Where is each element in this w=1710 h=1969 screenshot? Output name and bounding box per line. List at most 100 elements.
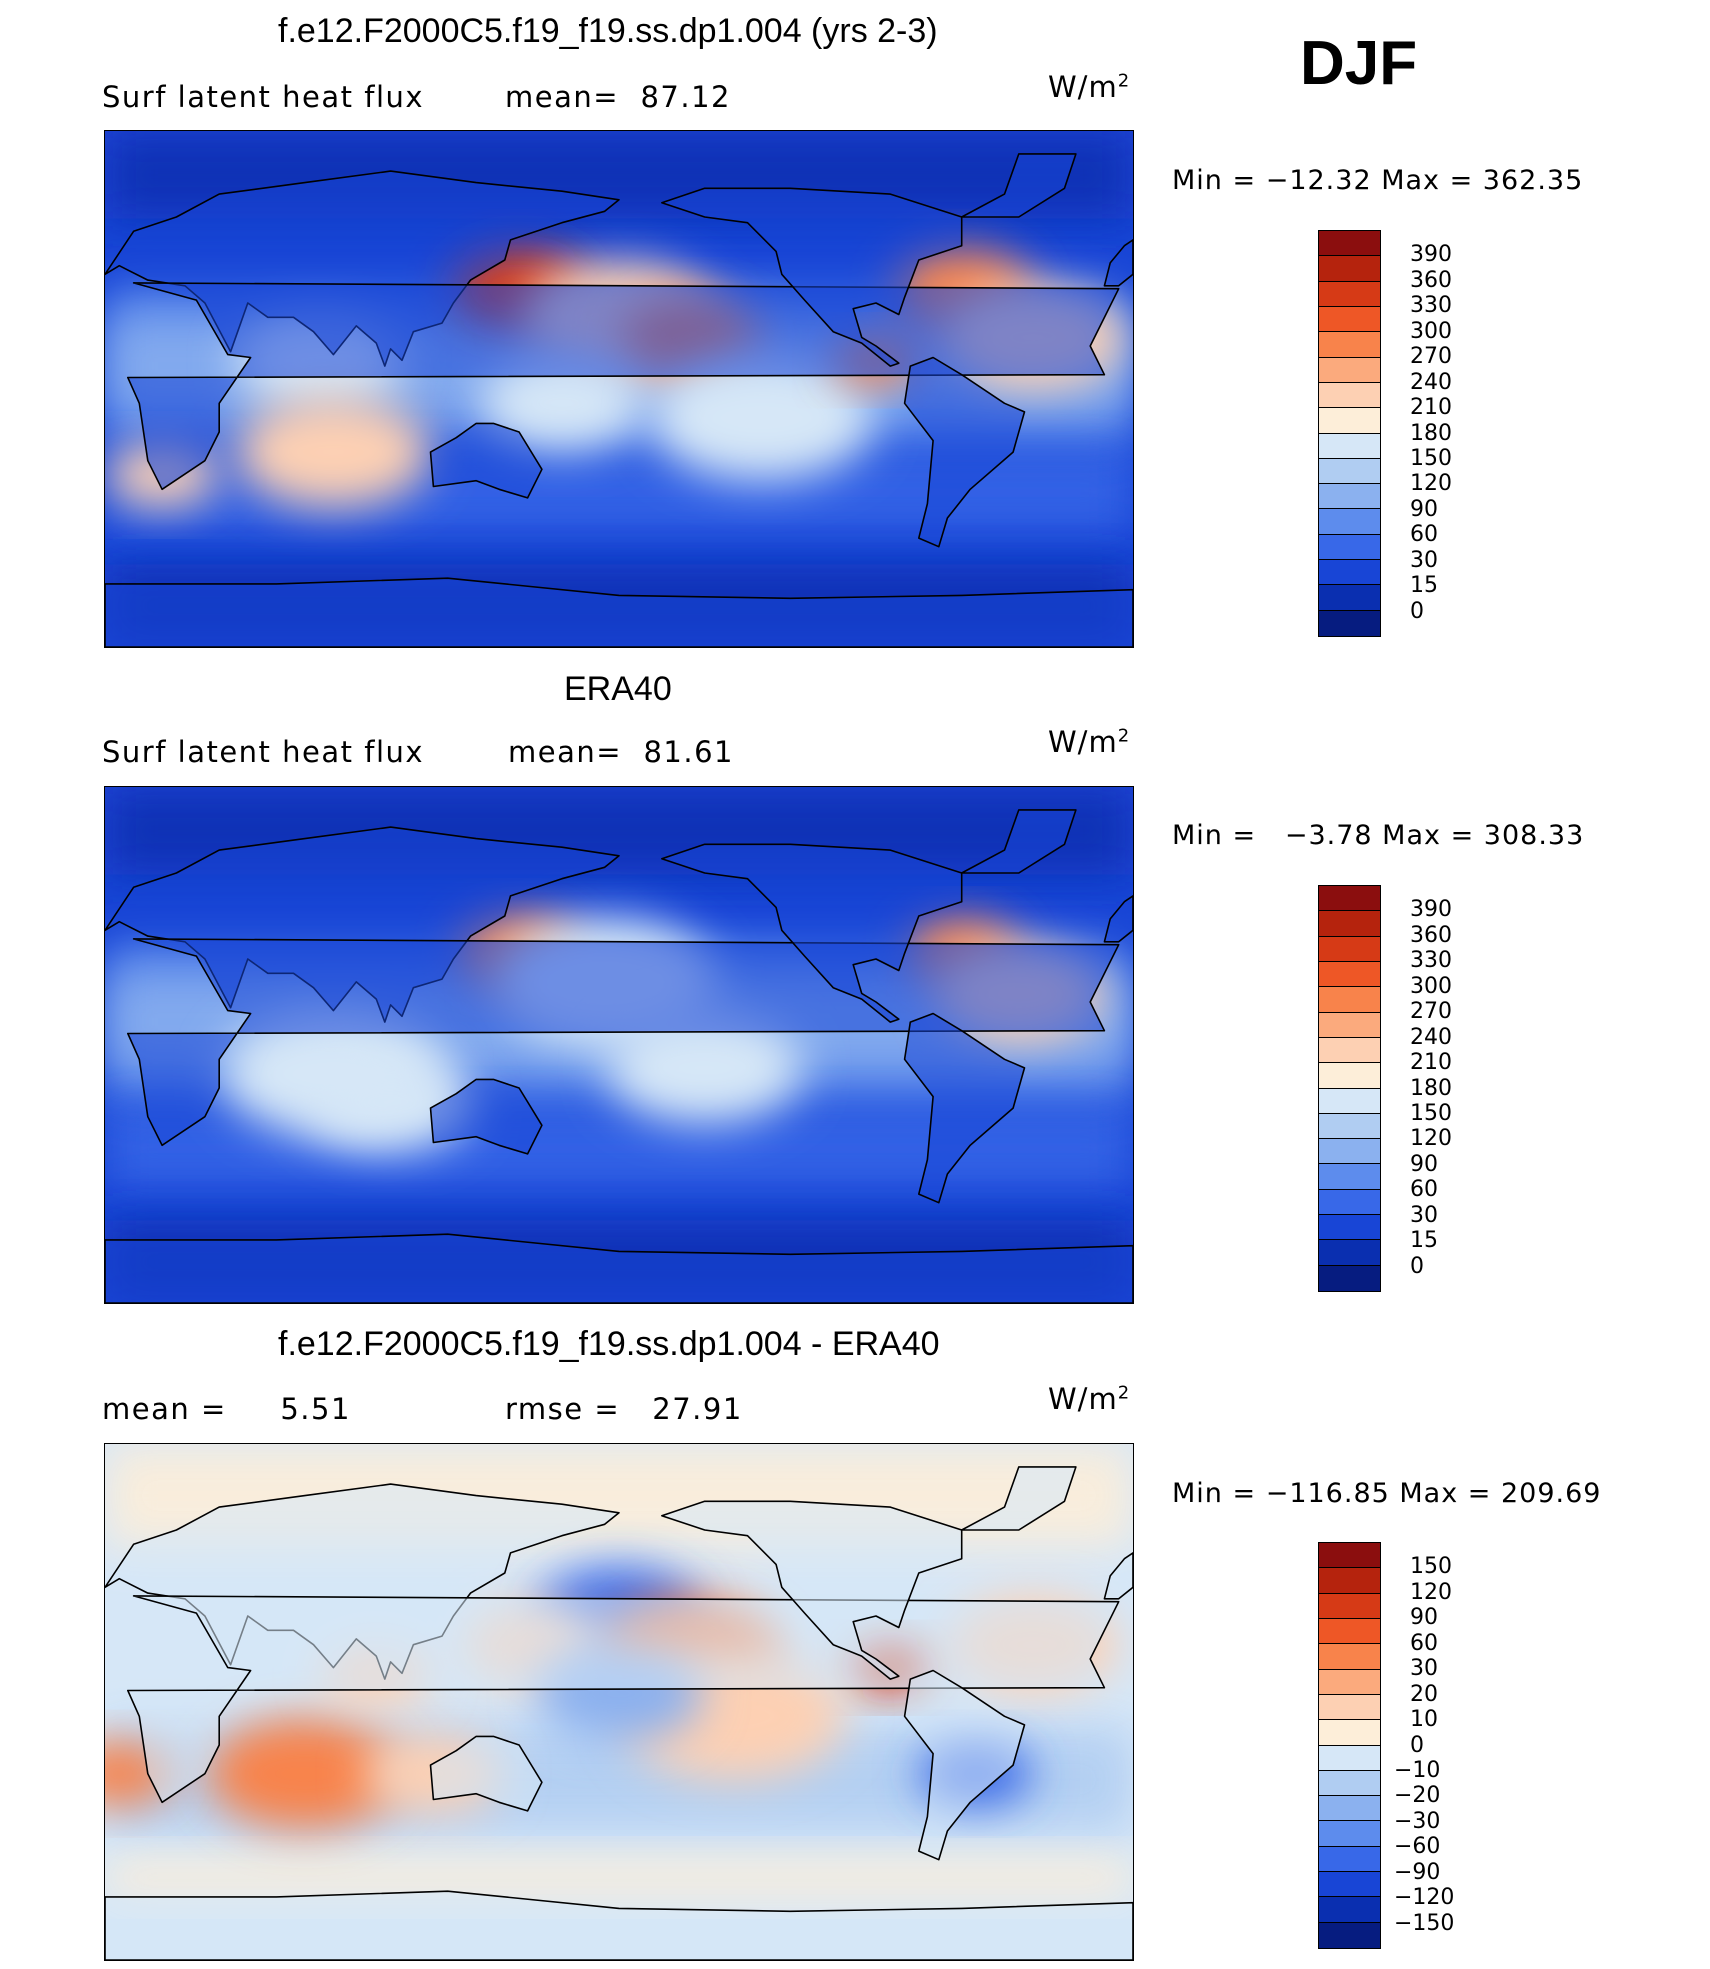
colorbar-tick-label: 210 bbox=[1410, 1050, 1452, 1076]
coastline bbox=[960, 809, 1077, 874]
colorbar-tick-label: 150 bbox=[1410, 445, 1452, 471]
colorbar-swatch bbox=[1319, 610, 1380, 636]
colorbar-swatch bbox=[1319, 357, 1380, 383]
colorbar-tick-label: 150 bbox=[1410, 1554, 1452, 1580]
coastline bbox=[429, 1735, 543, 1812]
colorbar-swatch bbox=[1319, 231, 1380, 257]
colorbar-labels-diff: 150 120 90 60 30 20 10 0 −10 −20 −30 −60 −90 −120 −150 bbox=[1394, 1542, 1514, 1949]
coastline bbox=[903, 356, 1026, 548]
panel-variable-label-obs: Surf latent heat flux bbox=[102, 735, 425, 769]
colorbar-swatch bbox=[1319, 1897, 1380, 1923]
colorbar-swatch bbox=[1319, 1088, 1380, 1114]
colorbar-tick-label: 0 bbox=[1410, 598, 1424, 624]
colorbar-swatch bbox=[1319, 306, 1380, 333]
colorbar-tick-label: 150 bbox=[1410, 1100, 1452, 1126]
colorbar-tick-label: 60 bbox=[1410, 1630, 1438, 1656]
map-obs bbox=[104, 786, 1134, 1304]
coastline bbox=[660, 1500, 963, 1680]
colorbar-swatch bbox=[1319, 1846, 1380, 1873]
map-canvas bbox=[105, 1444, 1133, 1960]
colorbar-tick-label: 0 bbox=[1410, 1253, 1424, 1279]
field-anomaly bbox=[649, 353, 874, 482]
coastline bbox=[126, 938, 1120, 1147]
colorbar-swatch bbox=[1319, 1922, 1380, 1948]
colorbar-swatch bbox=[1319, 1037, 1380, 1064]
colorbar-swatch bbox=[1319, 936, 1380, 962]
colorbar-tick-label: −30 bbox=[1394, 1808, 1441, 1834]
colorbar-swatch bbox=[1319, 1164, 1380, 1190]
colorbar-tick-label: −120 bbox=[1394, 1885, 1455, 1911]
panel-units-diff: W/m2 bbox=[1048, 1382, 1131, 1416]
field-anomaly bbox=[235, 396, 432, 509]
colorbar-swatch bbox=[1319, 484, 1380, 510]
coastline bbox=[960, 1466, 1077, 1531]
coastline bbox=[903, 1012, 1026, 1204]
coastline bbox=[105, 1233, 1133, 1303]
map-canvas bbox=[105, 787, 1133, 1303]
colorbar-tick-label: 330 bbox=[1410, 948, 1452, 974]
coastline bbox=[1103, 895, 1133, 943]
field-band bbox=[105, 1856, 1133, 1899]
colorbar-tick-label: 180 bbox=[1410, 420, 1452, 446]
colorbar-swatch bbox=[1319, 1063, 1380, 1089]
colorbar-tick-label: 120 bbox=[1410, 1579, 1452, 1605]
coastline bbox=[126, 282, 1120, 491]
colorbar-swatch bbox=[1319, 560, 1380, 586]
field-anomaly bbox=[606, 1011, 803, 1124]
colorbar-tick-label: −10 bbox=[1394, 1757, 1441, 1783]
panel-title-model: f.e12.F2000C5.f19_f19.ss.dp1.004 (yrs 2-… bbox=[278, 12, 938, 50]
coastline bbox=[660, 187, 963, 367]
coastline bbox=[429, 422, 543, 499]
colorbar-swatch bbox=[1319, 961, 1380, 988]
colorbar-diff bbox=[1318, 1542, 1381, 1949]
colorbar-swatch bbox=[1319, 1215, 1380, 1241]
colorbar-swatch bbox=[1319, 1240, 1380, 1266]
colorbar-tick-label: 390 bbox=[1410, 242, 1452, 268]
colorbar-tick-label: 20 bbox=[1410, 1681, 1438, 1707]
colorbar-swatch bbox=[1319, 1593, 1380, 1619]
colorbar-swatch bbox=[1319, 1796, 1380, 1822]
coastline bbox=[960, 153, 1077, 218]
panel-mean-label-model: mean= 87.12 bbox=[505, 80, 731, 114]
colorbar-swatch bbox=[1319, 585, 1380, 611]
colorbar-swatch bbox=[1319, 1618, 1380, 1645]
colorbar-swatch bbox=[1319, 987, 1380, 1013]
colorbar-tick-label: 15 bbox=[1410, 573, 1438, 599]
colorbar-tick-label: 330 bbox=[1410, 293, 1452, 319]
colorbar-model bbox=[1318, 230, 1381, 637]
panel-variable-label-model: Surf latent heat flux bbox=[102, 80, 425, 114]
panel-minmax-diff: Min = −116.85 Max = 209.69 bbox=[1172, 1478, 1602, 1509]
colorbar-swatch bbox=[1319, 1720, 1380, 1746]
map-diff bbox=[104, 1443, 1134, 1961]
colorbar-swatch bbox=[1319, 1669, 1380, 1695]
panel-mean-label-obs: mean= 81.61 bbox=[508, 735, 734, 769]
colorbar-swatch bbox=[1319, 458, 1380, 485]
colorbar-tick-label: 180 bbox=[1410, 1075, 1452, 1101]
colorbar-tick-label: 120 bbox=[1410, 471, 1452, 497]
map-model bbox=[104, 130, 1134, 648]
colorbar-tick-label: 360 bbox=[1410, 922, 1452, 948]
colorbar-tick-label: 60 bbox=[1410, 522, 1438, 548]
colorbar-tick-label: 300 bbox=[1410, 973, 1452, 999]
colorbar-tick-label: 240 bbox=[1410, 369, 1452, 395]
colorbar-tick-label: 30 bbox=[1410, 1202, 1438, 1228]
colorbar-swatch bbox=[1319, 332, 1380, 358]
colorbar-swatch bbox=[1319, 1543, 1380, 1569]
panel-title-diff: f.e12.F2000C5.f19_f19.ss.dp1.004 - ERA40 bbox=[278, 1325, 940, 1363]
panel-title-obs: ERA40 bbox=[564, 670, 672, 708]
colorbar-tick-label: 120 bbox=[1410, 1126, 1452, 1152]
coastline bbox=[1103, 1552, 1133, 1600]
colorbar-tick-label: 90 bbox=[1410, 496, 1438, 522]
colorbar-swatch bbox=[1319, 1012, 1380, 1038]
colorbar-tick-label: 270 bbox=[1410, 344, 1452, 370]
colorbar-labels-model: 390 360 330 300 270 240 210 180 150 120 90 60 30 15 0 bbox=[1394, 230, 1514, 637]
coastline bbox=[105, 577, 1133, 647]
colorbar-swatch bbox=[1319, 911, 1380, 937]
colorbar-swatch bbox=[1319, 382, 1380, 409]
coastline bbox=[903, 1669, 1026, 1861]
colorbar-swatch bbox=[1319, 1821, 1380, 1847]
colorbar-swatch bbox=[1319, 281, 1380, 307]
map-canvas bbox=[105, 131, 1133, 647]
colorbar-tick-label: 360 bbox=[1410, 267, 1452, 293]
colorbar-tick-label: 300 bbox=[1410, 318, 1452, 344]
